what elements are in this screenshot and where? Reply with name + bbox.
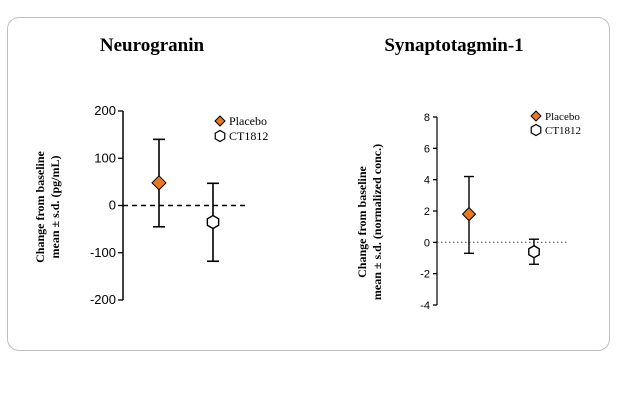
chart1-point-placebo: [151, 175, 167, 191]
chart-neurogranin: Neurogranin Change from baseline mean ± …: [33, 35, 268, 307]
chart1-ytick-label: -100: [90, 245, 116, 260]
chart2-ytick-label: 6: [424, 143, 430, 155]
chart2-legend-ct1812: CT1812: [545, 125, 581, 137]
chart1-ylabel-line1: Change from baseline: [33, 150, 47, 262]
chart1-ytick-label: 100: [94, 150, 116, 165]
chart-synaptotagmin: Synaptotagmin-1 Change from baseline mea…: [355, 35, 581, 312]
chart1-point-ct1812: [206, 214, 220, 230]
chart2-ytick-label: 4: [424, 175, 430, 187]
chart2-ytick-label: -2: [420, 269, 430, 281]
chart1-ytick-label: 200: [94, 103, 116, 118]
chart2-legend-ct1812-marker: [530, 123, 542, 137]
chart2-point-placebo: [461, 206, 477, 222]
chart1-ytick-label: -200: [90, 292, 116, 307]
chart1-ytick-label: 0: [109, 198, 116, 213]
chart2-ytick-label: 2: [424, 206, 430, 218]
chart2-point-ct1812: [528, 244, 540, 259]
chart2-title: Synaptotagmin-1: [384, 35, 523, 56]
chart2-ylabel-line1: Change from baseline: [355, 165, 369, 277]
chart2-ytick-label: -4: [420, 300, 430, 312]
chart2-legend-placebo-marker: [530, 110, 542, 122]
chart1-legend-placebo: Placebo: [229, 114, 267, 128]
chart1-ylabel-line2: mean ± s.d. (pg/mL): [48, 156, 62, 259]
chart2-ylabel-line2: mean ± s.d. (normalized conc.): [370, 144, 384, 300]
chart1-legend-ct1812-marker: [214, 129, 226, 143]
chart1-title: Neurogranin: [100, 35, 205, 56]
chart2-ytick-label: 8: [424, 112, 430, 124]
chart2-legend-placebo: Placebo: [545, 111, 580, 123]
figure-panel: [7, 17, 610, 351]
chart1-legend-ct1812: CT1812: [229, 129, 268, 143]
chart2-ytick-label: 0: [424, 237, 430, 249]
chart1-legend-placebo-marker: [214, 115, 226, 127]
